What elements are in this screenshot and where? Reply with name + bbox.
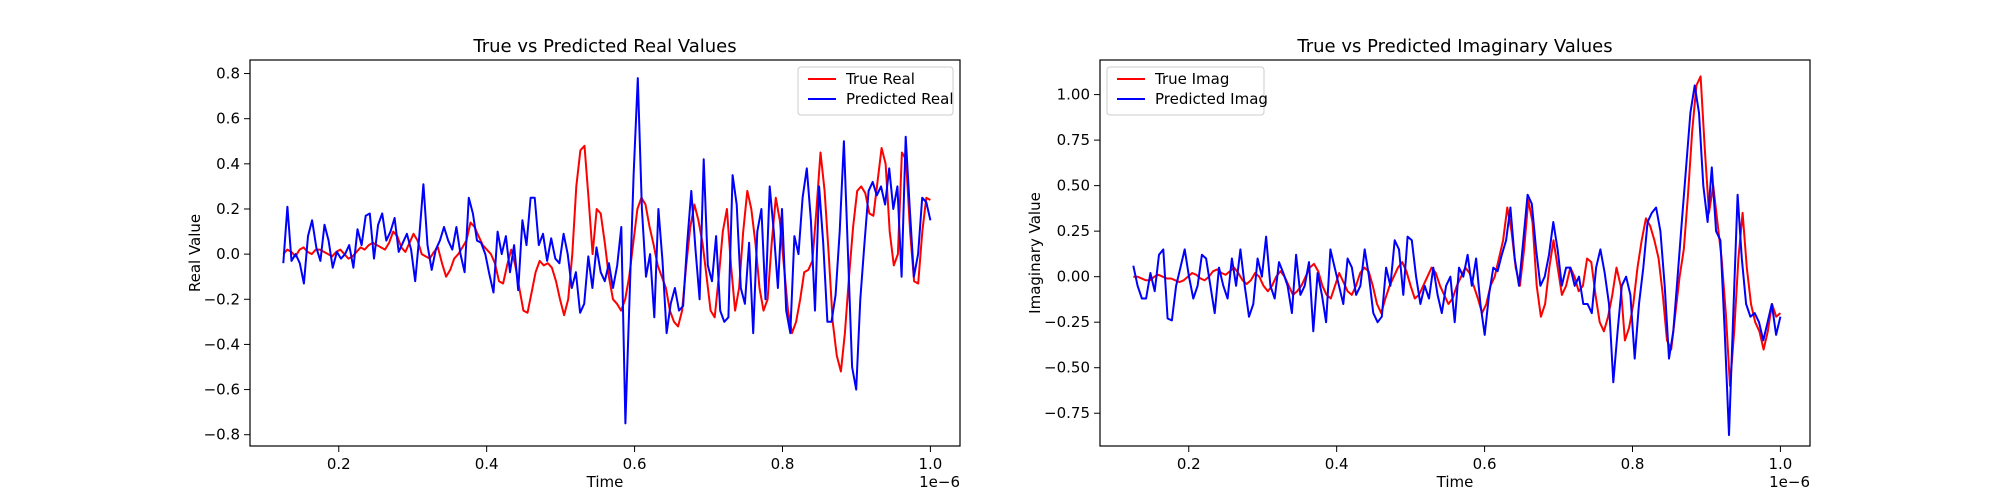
- y-axis-label: Real Value: [186, 214, 204, 292]
- y-tick-label: 0.00: [1057, 268, 1090, 286]
- x-scale-label: 1e−6: [1769, 473, 1810, 491]
- series-line-true-imag: [1133, 75, 1782, 387]
- chart-title: True vs Predicted Imaginary Values: [1296, 36, 1612, 57]
- real-values-chart: True vs Predicted Real Values −0.8−0.6−0…: [186, 36, 961, 491]
- x-tick-label: 0.8: [1621, 455, 1645, 473]
- legend-frame: [1106, 66, 1265, 116]
- legend: True Imag Predicted Imag: [1106, 66, 1268, 116]
- x-axis: 0.2 0.4 0.6 0.8 1.0: [327, 446, 942, 473]
- y-tick-label: 0.50: [1057, 177, 1090, 195]
- legend-label-true-imag: True Imag: [1154, 70, 1229, 88]
- y-tick-label: 0.0: [216, 245, 240, 263]
- y-tick-label: −0.50: [1044, 359, 1090, 377]
- y-tick-label: −0.6: [204, 381, 240, 399]
- x-tick-label: 0.4: [1325, 455, 1349, 473]
- series-line-predicted-imag: [1132, 84, 1782, 437]
- y-tick-label: 1.00: [1057, 86, 1090, 104]
- x-axis-label: Time: [586, 473, 624, 491]
- y-tick-label: −0.8: [204, 426, 240, 444]
- plot-area: [1132, 75, 1782, 437]
- x-axis: 0.2 0.4 0.6 0.8 1.0: [1177, 446, 1792, 473]
- imaginary-values-chart: True vs Predicted Imaginary Values −0.75…: [1026, 36, 1811, 491]
- x-tick-label: 0.6: [623, 455, 647, 473]
- chart-title: True vs Predicted Real Values: [472, 36, 736, 57]
- x-tick-label: 1.0: [1768, 455, 1792, 473]
- x-scale-label: 1e−6: [919, 473, 960, 491]
- y-tick-label: 0.8: [216, 65, 240, 83]
- x-tick-label: 0.2: [1177, 455, 1201, 473]
- x-tick-label: 0.8: [771, 455, 795, 473]
- x-tick-label: 1.0: [918, 455, 942, 473]
- legend-label-predicted-imag: Predicted Imag: [1155, 90, 1268, 108]
- y-tick-label: 0.4: [216, 155, 240, 173]
- y-axis-label: Imaginary Value: [1026, 192, 1044, 314]
- y-tick-label: −0.2: [204, 290, 240, 308]
- y-tick-label: −0.75: [1044, 404, 1090, 422]
- x-tick-label: 0.4: [475, 455, 499, 473]
- y-tick-label: 0.25: [1057, 222, 1090, 240]
- x-tick-label: 0.2: [327, 455, 351, 473]
- x-axis-label: Time: [1436, 473, 1474, 491]
- legend-label-true-real: True Real: [845, 70, 915, 88]
- y-axis: −0.75 −0.50 −0.25 0.00 0.25 0.50 0.75 1.00: [1044, 86, 1100, 422]
- axes-frame: [249, 59, 961, 447]
- x-tick-label: 0.6: [1473, 455, 1497, 473]
- plot-area: [282, 77, 932, 425]
- y-tick-label: −0.4: [204, 335, 240, 353]
- y-axis: −0.8 −0.6 −0.4 −0.2 0.0 0.2 0.4 0.6 0.8: [204, 65, 250, 444]
- axes-frame: [1099, 59, 1811, 447]
- legend-label-predicted-real: Predicted Real: [846, 90, 954, 108]
- series-line-predicted-real: [282, 77, 932, 425]
- y-tick-label: 0.6: [216, 110, 240, 128]
- legend: True Real Predicted Real: [797, 66, 954, 116]
- y-tick-label: 0.2: [216, 200, 240, 218]
- y-tick-label: −0.25: [1044, 313, 1090, 331]
- series-line-true-real: [282, 144, 931, 373]
- legend-frame: [797, 66, 954, 116]
- y-tick-label: 0.75: [1057, 131, 1090, 149]
